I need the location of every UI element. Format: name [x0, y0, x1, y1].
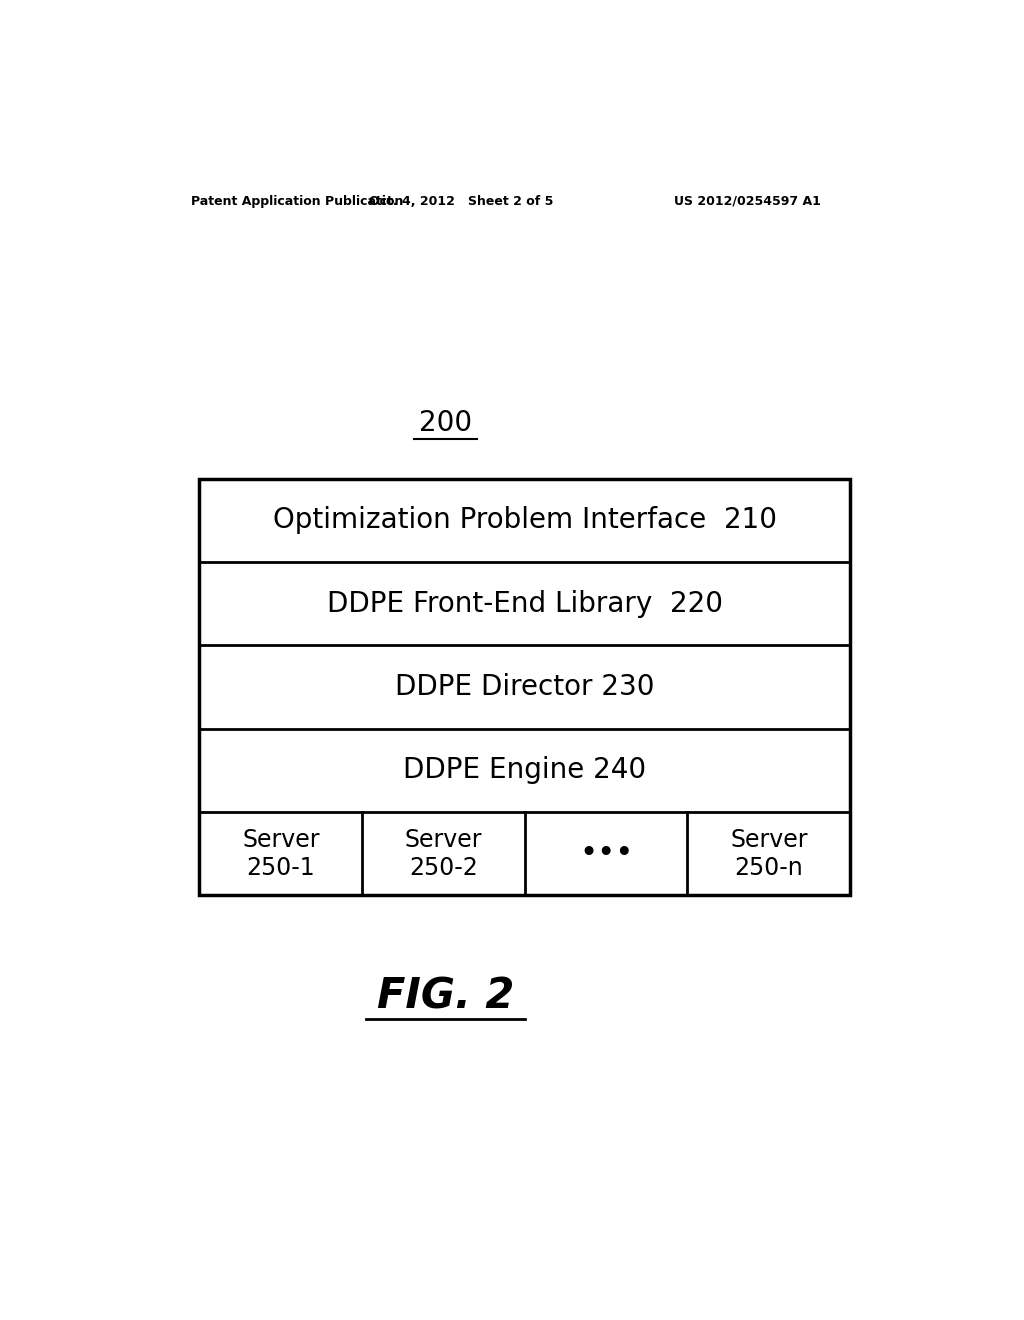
Text: DDPE Director 230: DDPE Director 230	[395, 673, 654, 701]
Text: Oct. 4, 2012   Sheet 2 of 5: Oct. 4, 2012 Sheet 2 of 5	[369, 194, 554, 207]
Text: •••: •••	[579, 840, 633, 869]
Text: DDPE Front-End Library  220: DDPE Front-End Library 220	[327, 590, 723, 618]
Text: US 2012/0254597 A1: US 2012/0254597 A1	[674, 194, 820, 207]
Text: Server
250-2: Server 250-2	[404, 828, 482, 879]
Bar	[200, 479, 850, 895]
Text: 200: 200	[419, 409, 472, 437]
Text: Optimization Problem Interface  210: Optimization Problem Interface 210	[272, 507, 777, 535]
Text: FIG. 2: FIG. 2	[377, 975, 514, 1018]
Text: Server
250-1: Server 250-1	[242, 828, 319, 879]
Text: DDPE Engine 240: DDPE Engine 240	[403, 756, 646, 784]
Text: Server
250-n: Server 250-n	[730, 828, 808, 879]
Text: Patent Application Publication: Patent Application Publication	[191, 194, 403, 207]
